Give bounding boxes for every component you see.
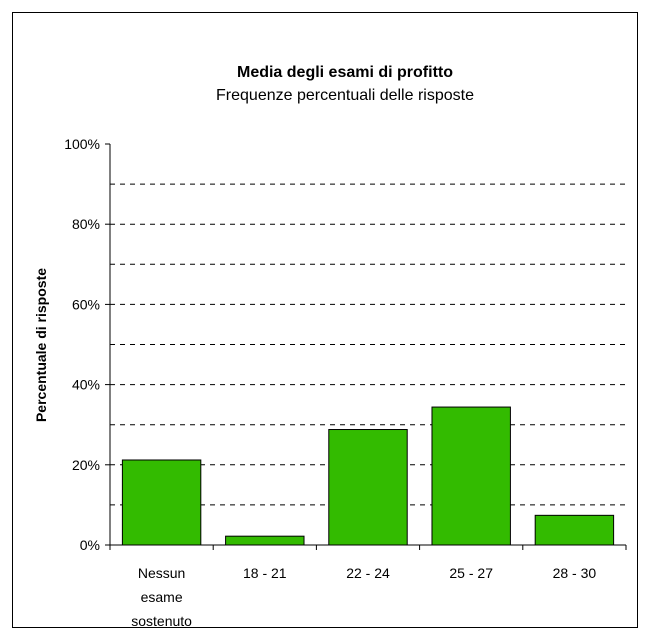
bar-2 (328, 429, 408, 546)
x-tick-label: 25 - 27 (449, 565, 493, 581)
axes (105, 143, 627, 550)
x-tick-label: 22 - 24 (346, 565, 390, 581)
y-axis-label: Percentuale di risposte (33, 268, 49, 422)
gridlines (110, 183, 626, 506)
chart-subtitle: Frequenze percentuali delle risposte (216, 87, 474, 104)
x-tick-label: 18 - 21 (243, 565, 287, 581)
y-tick-label: 60% (72, 296, 100, 312)
y-tick-label: 20% (72, 457, 100, 473)
bar-3 (431, 406, 511, 546)
bar-4 (534, 514, 615, 546)
bar-1 (225, 535, 305, 546)
bar-0 (121, 459, 202, 546)
y-tick-label: 80% (72, 216, 100, 232)
x-tick-label: Nessun esame sostenuto (131, 565, 192, 629)
y-tick-label: 40% (72, 377, 100, 393)
y-tick-label: 100% (64, 136, 100, 152)
bars (121, 406, 615, 546)
y-tick-labels: 0% 20% 40% 60% 80% 100% (64, 136, 100, 553)
x-tick-labels: Nessun esame sostenuto 18 - 21 22 - 24 25 - 2… (131, 565, 596, 629)
y-tick-label: 0% (80, 537, 100, 553)
chart-title: Media degli esami di profitto (237, 64, 453, 81)
chart-frame (12, 12, 638, 628)
x-tick-label: 28 - 30 (553, 565, 597, 581)
